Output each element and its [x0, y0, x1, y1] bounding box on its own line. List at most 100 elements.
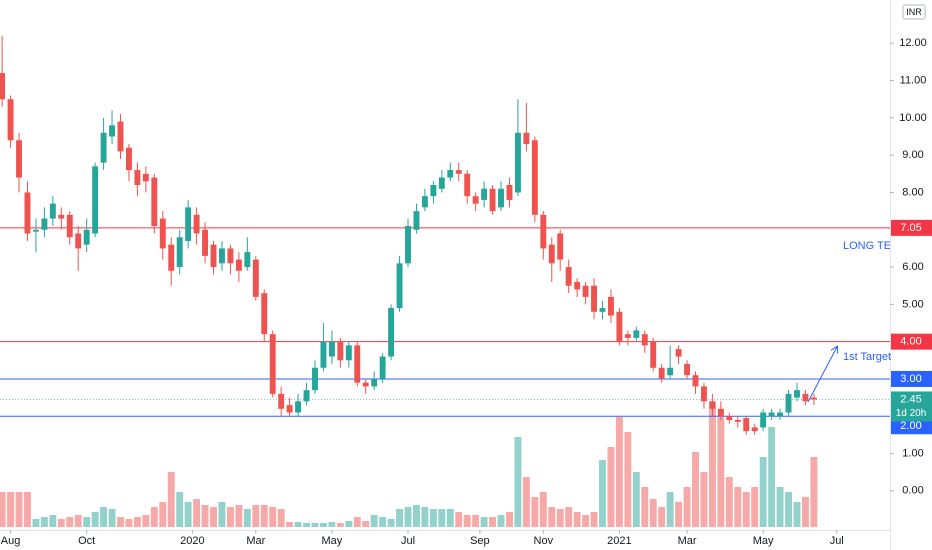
candle-body [312, 367, 318, 391]
volume-bar [353, 517, 361, 527]
candle-body [168, 244, 175, 271]
candle-body [337, 341, 344, 361]
volume-bar [514, 437, 522, 527]
candle-body [49, 203, 56, 219]
volume-bar [201, 505, 209, 527]
currency-badge[interactable] [902, 4, 926, 20]
candle-body [489, 188, 496, 212]
volume-bar [675, 502, 683, 527]
volume-bar [506, 512, 513, 527]
candle-body [328, 341, 335, 357]
candle-body [269, 334, 276, 394]
volume-bar [74, 515, 82, 527]
candle-body [650, 341, 657, 368]
candle-body [354, 345, 361, 383]
candle-body [481, 188, 488, 200]
y-tick-label: 5.00 [902, 298, 923, 310]
volume-bar [615, 417, 623, 527]
candle-body [743, 418, 750, 432]
candle-body [582, 285, 589, 297]
level-tag [891, 370, 932, 387]
x-tick-label: Sep [470, 535, 490, 547]
volume-bar [522, 477, 530, 527]
candle-body [540, 214, 547, 249]
candle-body [421, 196, 428, 208]
volume-bar [658, 507, 666, 527]
candle-body [92, 166, 99, 234]
volume-bar [624, 432, 632, 527]
candle-body [709, 401, 716, 409]
candle-body [591, 285, 597, 312]
candle-body [684, 364, 691, 376]
candle-body [125, 147, 132, 171]
volume-bar [413, 505, 420, 527]
volume-bar [666, 492, 674, 527]
volume-bar [692, 452, 699, 527]
volume-bar [531, 497, 539, 527]
volume-bar [793, 502, 801, 527]
candle-body [32, 229, 39, 232]
volume-bar [548, 507, 556, 527]
candle-body [624, 334, 631, 338]
volume-bar [742, 492, 750, 527]
volume-bar [193, 499, 201, 527]
volume-bar [785, 492, 792, 527]
candle-body [692, 375, 699, 387]
candle-body [616, 311, 623, 342]
volume-bar [66, 517, 74, 527]
candle-body [810, 397, 817, 400]
volume-bar [396, 509, 404, 527]
volume-bar [641, 487, 649, 527]
x-tick-label: Mar [678, 535, 697, 547]
candle-body [244, 252, 251, 268]
y-tick-label: 1.00 [902, 447, 923, 459]
volume-bar [184, 502, 192, 527]
volume-bar [167, 472, 175, 527]
volume-bar [286, 522, 294, 527]
volume-bar [387, 519, 395, 527]
volume-bar [15, 492, 23, 527]
volume-bar [556, 509, 564, 527]
y-tick-label: 9.00 [902, 149, 923, 161]
x-tick-label: May [753, 535, 774, 547]
volume-bar [463, 515, 471, 527]
candle-body [159, 218, 166, 249]
volume-bar [57, 519, 65, 527]
candle-body [0, 73, 6, 100]
candle-body [599, 308, 606, 312]
volume-bar [362, 521, 370, 527]
y-tick-label: 12.00 [899, 37, 927, 49]
plot-area [0, 35, 890, 527]
candle-body [227, 248, 234, 264]
volume-bar [294, 522, 302, 527]
volume-bar [446, 509, 454, 527]
candle-body [802, 393, 809, 402]
x-tick-label: 2021 [607, 535, 631, 547]
volume-bar [565, 507, 573, 527]
volume-bar [49, 515, 57, 527]
candle-body [371, 378, 378, 387]
candle-body [286, 405, 293, 413]
candle-body [219, 248, 225, 264]
candle-body [607, 296, 614, 316]
volume-bar [218, 502, 226, 527]
volume-bar [336, 523, 344, 527]
candle-body [151, 177, 158, 227]
candle-body [109, 125, 116, 137]
candle-body [134, 170, 141, 185]
level-tag-label: 7.05 [900, 222, 921, 234]
candle-body [768, 412, 775, 417]
candle-body [202, 229, 209, 256]
candle-body [100, 132, 107, 163]
volume-bar [489, 517, 497, 527]
candle-body [447, 170, 454, 178]
candle-body [320, 341, 327, 368]
candle-body [472, 196, 479, 204]
volume-bar [632, 472, 640, 527]
candle-body [142, 173, 149, 182]
volume-bar [573, 512, 581, 527]
volume-bar [455, 512, 463, 527]
long-term-label: LONG TERM [843, 240, 908, 252]
candle-body [193, 214, 200, 234]
candle-body [261, 293, 268, 335]
